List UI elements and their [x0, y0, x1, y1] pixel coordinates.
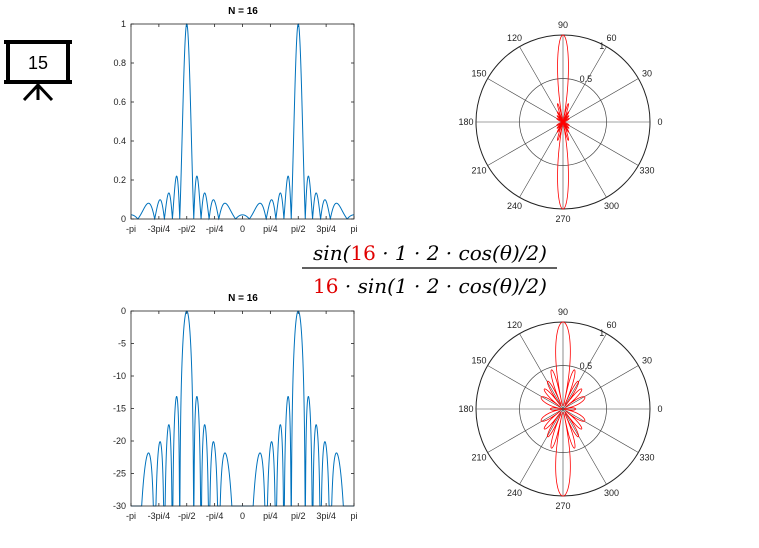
x-tick-label: pi/2	[291, 224, 306, 234]
formula-denominator: 16 · sin(1 · 2 · cos(θ)/2)	[313, 274, 547, 298]
formula-numerator: sin(16 · 1 · 2 · cos(θ)/2)	[313, 241, 547, 265]
x-tick-label: -pi	[126, 511, 136, 521]
x-tick-label: pi/4	[263, 511, 278, 521]
polar-spoke	[562, 121, 607, 198]
angle-tick-label: 150	[471, 69, 486, 79]
slide-number-badge: 15	[4, 40, 72, 102]
angle-tick-label: 30	[642, 356, 652, 366]
radial-tick-label: 0.5	[580, 74, 593, 84]
series-line	[540, 321, 586, 497]
series-line	[131, 23, 354, 221]
angle-tick-label: 150	[471, 356, 486, 366]
y-tick-label: 1	[121, 19, 126, 29]
x-tick-label: -pi/4	[206, 511, 224, 521]
plot-frame	[130, 23, 355, 220]
polar-spoke	[487, 408, 564, 453]
polar-spoke	[562, 408, 639, 453]
array-factor-db-chart: N = 16 -pi -3pi/4 -pi/2 -pi/4 0 pi/4 pi/2 3pi/4…	[113, 293, 358, 521]
y-tick-label: 0.8	[113, 58, 126, 68]
x-tick-label: -pi/2	[178, 511, 196, 521]
angle-tick-label: 120	[507, 320, 522, 330]
chart-title: N = 16	[228, 293, 258, 304]
y-tick-label: -20	[113, 436, 126, 446]
series-line	[556, 34, 570, 210]
slide-number: 15	[28, 53, 48, 73]
angle-tick-label: 0	[657, 404, 662, 414]
radial-tick-label: 1	[599, 328, 604, 338]
array-factor-formula: sin(16 · 1 · 2 · cos(θ)/2) 16 · sin(1 · …	[302, 241, 557, 298]
angle-tick-label: 300	[604, 201, 619, 211]
polar-spoke	[487, 365, 564, 410]
polar-pattern-sqrt-chart: 0 30 60 90 120 150 180 210 240 270 300 330 0.5 1	[458, 307, 662, 511]
polar-spoke	[487, 78, 564, 123]
x-tick-label: pi	[350, 224, 357, 234]
y-tick-label: -25	[113, 469, 126, 479]
polar-pattern-chart: 0 30 60 90 120 150 180 210 240 270 300 330 0.5 1	[458, 20, 662, 224]
series-line	[131, 310, 354, 507]
x-tick-label: -3pi/4	[148, 511, 171, 521]
angle-tick-label: 330	[639, 453, 654, 463]
angle-tick-label: 210	[471, 166, 486, 176]
radial-tick-label: 0.5	[580, 361, 593, 371]
y-tick-label: 0.4	[113, 136, 126, 146]
angle-tick-label: 210	[471, 453, 486, 463]
angle-tick-label: 270	[555, 501, 570, 511]
angle-tick-label: 90	[558, 20, 568, 30]
polar-spoke	[519, 46, 564, 123]
angle-tick-label: 240	[507, 201, 522, 211]
polar-spoke	[487, 121, 564, 166]
x-tick-label: -3pi/4	[148, 224, 171, 234]
polar-spoke	[519, 408, 564, 485]
y-tick-label: -30	[113, 501, 126, 511]
y-tick-label: -10	[113, 371, 126, 381]
plot-frame	[130, 310, 355, 507]
y-tick-label: 0	[121, 306, 126, 316]
polar-spoke	[562, 408, 607, 485]
angle-tick-label: 300	[604, 488, 619, 498]
y-tick-label: 0	[121, 214, 126, 224]
angle-tick-label: 270	[555, 214, 570, 224]
angle-tick-label: 330	[639, 166, 654, 176]
polar-spoke	[562, 333, 607, 410]
array-factor-linear-chart: N = 16 -pi -3pi/4 -pi/2 -pi/4 0 pi/4 pi/2 3pi/4…	[113, 6, 357, 234]
angle-tick-label: 90	[558, 307, 568, 317]
x-tick-label: pi	[350, 511, 357, 521]
angle-tick-label: 180	[458, 404, 473, 414]
angle-tick-label: 60	[606, 33, 616, 43]
x-tick-label: pi/2	[291, 511, 306, 521]
y-tick-label: -5	[118, 339, 126, 349]
angle-tick-label: 240	[507, 488, 522, 498]
angle-tick-label: 30	[642, 69, 652, 79]
polar-spoke	[519, 121, 564, 198]
radial-tick-label: 1	[599, 41, 604, 51]
x-tick-label: -pi/2	[178, 224, 196, 234]
x-tick-label: -pi	[126, 224, 136, 234]
polar-spoke	[562, 78, 639, 123]
chart-title: N = 16	[228, 6, 258, 17]
polar-spoke	[562, 46, 607, 123]
y-tick-label: 0.6	[113, 97, 126, 107]
y-tick-label: 0.2	[113, 175, 126, 185]
x-tick-label: 0	[240, 224, 245, 234]
x-tick-label: 0	[240, 511, 245, 521]
x-tick-label: -pi/4	[206, 224, 224, 234]
x-tick-label: 3pi/4	[316, 224, 336, 234]
y-tick-label: -15	[113, 404, 126, 414]
angle-tick-label: 120	[507, 33, 522, 43]
polar-spoke	[519, 333, 564, 410]
x-tick-label: 3pi/4	[316, 511, 336, 521]
x-tick-label: pi/4	[263, 224, 278, 234]
angle-tick-label: 180	[458, 117, 473, 127]
polar-spoke	[562, 121, 639, 166]
polar-spoke	[562, 365, 639, 410]
angle-tick-label: 0	[657, 117, 662, 127]
angle-tick-label: 60	[606, 320, 616, 330]
